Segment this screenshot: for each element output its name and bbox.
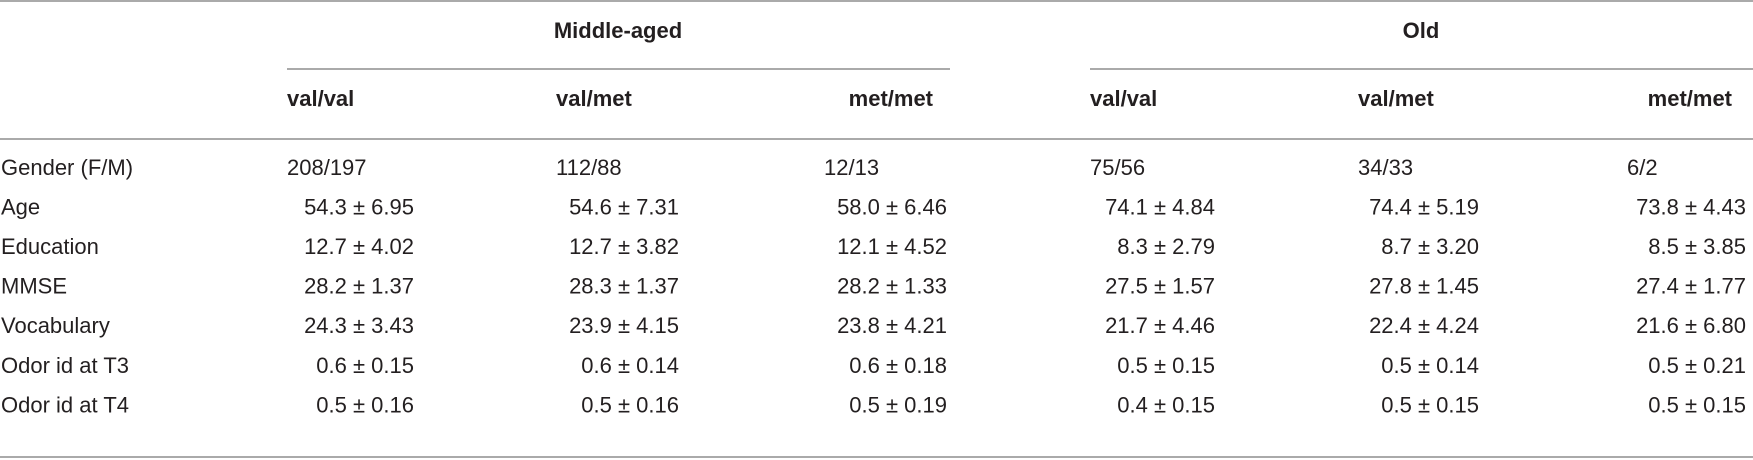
cell: 0.5 ± 0.16 — [581, 392, 679, 417]
cell: 24.3 ± 3.43 — [304, 313, 414, 338]
cell: 21.7 ± 4.46 — [1105, 313, 1215, 338]
cell: 54.6 ± 7.31 — [569, 194, 679, 219]
cell: 23.9 ± 4.15 — [569, 313, 679, 338]
column-header: val/met — [1358, 86, 1434, 111]
row-label: Gender (F/M) — [1, 155, 133, 180]
cell: 8.7 ± 3.20 — [1381, 234, 1479, 259]
column-header: val/met — [556, 86, 632, 111]
cell: 8.3 ± 2.79 — [1117, 234, 1215, 259]
column-header: met/met — [1648, 86, 1733, 111]
cell: 21.6 ± 6.80 — [1636, 313, 1746, 338]
group-header: Middle-aged — [554, 18, 682, 43]
row-label: MMSE — [1, 274, 67, 299]
group-header: Old — [1403, 18, 1440, 43]
cell: 8.5 ± 3.85 — [1648, 234, 1746, 259]
cell: 0.6 ± 0.18 — [849, 353, 947, 378]
column-header: val/val — [287, 86, 354, 111]
cell: 12.7 ± 3.82 — [569, 234, 679, 259]
row-label: Vocabulary — [1, 313, 110, 338]
cell: 0.5 ± 0.15 — [1648, 392, 1746, 417]
cell: 73.8 ± 4.43 — [1636, 194, 1746, 219]
cell: 0.6 ± 0.14 — [581, 353, 679, 378]
row-label: Age — [1, 194, 40, 219]
cell: 23.8 ± 4.21 — [837, 313, 947, 338]
cell: 0.5 ± 0.16 — [316, 392, 414, 417]
cell: 28.2 ± 1.37 — [304, 274, 414, 299]
cell: 12.1 ± 4.52 — [837, 234, 947, 259]
cell: 22.4 ± 4.24 — [1369, 313, 1479, 338]
cell: 27.8 ± 1.45 — [1369, 274, 1479, 299]
row-label: Odor id at T4 — [1, 392, 129, 417]
cell: 54.3 ± 6.95 — [304, 194, 414, 219]
cell: 0.5 ± 0.19 — [849, 392, 947, 417]
cell: 27.4 ± 1.77 — [1636, 274, 1746, 299]
cell: 0.4 ± 0.15 — [1117, 392, 1215, 417]
cell: 74.1 ± 4.84 — [1105, 194, 1215, 219]
cell: 0.5 ± 0.15 — [1117, 353, 1215, 378]
cell: 12/13 — [824, 155, 879, 180]
cell: 75/56 — [1090, 155, 1145, 180]
cell: 208/197 — [287, 155, 367, 180]
cell: 74.4 ± 5.19 — [1369, 194, 1479, 219]
row-label: Odor id at T3 — [1, 353, 129, 378]
cell: 12.7 ± 4.02 — [304, 234, 414, 259]
cell: 28.2 ± 1.33 — [837, 274, 947, 299]
cell: 0.5 ± 0.15 — [1381, 392, 1479, 417]
column-header: val/val — [1090, 86, 1157, 111]
cell: 0.5 ± 0.14 — [1381, 353, 1479, 378]
cell: 0.5 ± 0.21 — [1648, 353, 1746, 378]
cell: 27.5 ± 1.57 — [1105, 274, 1215, 299]
cell: 58.0 ± 6.46 — [837, 194, 947, 219]
cell: 28.3 ± 1.37 — [569, 274, 679, 299]
cell: 34/33 — [1358, 155, 1413, 180]
cell: 0.6 ± 0.15 — [316, 353, 414, 378]
column-header: met/met — [849, 86, 934, 111]
cell: 112/88 — [556, 155, 622, 180]
row-label: Education — [1, 234, 99, 259]
cell: 6/2 — [1627, 155, 1658, 180]
